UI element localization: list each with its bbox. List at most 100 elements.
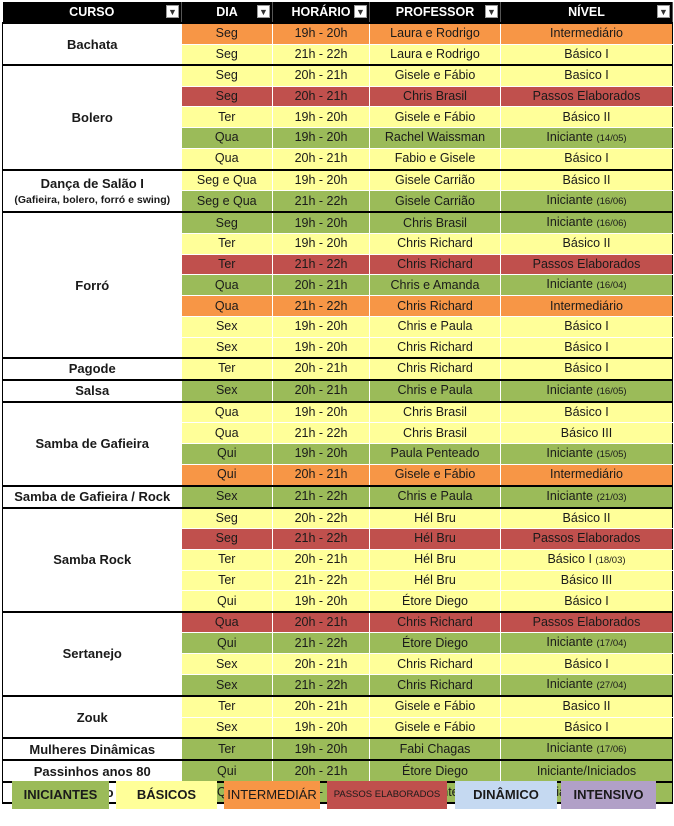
table-row: Bolero Seg 20h - 21h Gisele e Fábio Basico I	[2, 64, 673, 171]
dia-cell: Sex	[181, 378, 273, 403]
dia-value: Seg	[215, 531, 238, 546]
table-row: Zouk Ter 20h - 21h Gisele e Fábio Basico II	[2, 695, 673, 740]
professor-cell: Chris Richard	[369, 337, 501, 360]
horario-cell: 19h - 20h	[272, 211, 370, 235]
nivel-value: Passos Elaborados	[532, 615, 641, 630]
professor-value: Chris e Paula	[397, 489, 473, 503]
dia-cell: Qua	[181, 422, 273, 444]
filter-dropdown-icon[interactable]: ▼	[657, 5, 670, 18]
filter-dropdown-icon[interactable]: ▼	[257, 5, 270, 18]
nivel-cell: Iniciante/Iniciados	[500, 759, 673, 783]
horario-cell: 19h - 20h	[272, 337, 370, 360]
schedule-body: Bachata Seg 19h - 20h Laura e Rodrigo Interm…	[2, 21, 673, 805]
professor-value: Hél Bru	[414, 552, 456, 567]
horario-cell: 20h - 21h	[272, 378, 370, 403]
dia-value: Seg	[215, 89, 238, 104]
course-subtitle: (Gafieira, bolero, forró e swing)	[14, 194, 171, 207]
dia-cell: Seg	[181, 86, 273, 108]
dia-value: Qui	[217, 635, 237, 650]
nivel-value: Básico II	[562, 236, 611, 251]
professor-cell: Étore Diego	[369, 590, 501, 613]
dia-cell: Qui	[181, 443, 273, 465]
table-row: Pagode Ter 20h - 21h Chris Richard Básico I	[2, 357, 673, 381]
dia-cell: Seg	[181, 506, 273, 530]
professor-value: Chris Brasil	[403, 405, 467, 420]
horario-value: 20h - 21h	[294, 615, 348, 630]
course-name-cell: Salsa	[2, 378, 182, 403]
nivel-cell: Básico I	[500, 357, 673, 381]
course-name: Pagode	[68, 361, 116, 377]
nivel-value: Basico I	[564, 68, 609, 83]
professor-value: Étore Diego	[401, 635, 468, 650]
horario-value: 19h - 20h	[294, 741, 348, 756]
horario-value: 20h - 21h	[294, 467, 348, 482]
professor-value: Chris Richard	[397, 677, 473, 692]
professor-cell: Chris e Amanda	[369, 274, 501, 297]
start-date: (18/03)	[595, 554, 626, 566]
dia-value: Sex	[215, 319, 238, 334]
nivel-value: Intermediário	[550, 26, 623, 41]
table-row: Sex 21h - 22h Chris Richard Iniciante (27/0…	[3, 674, 673, 698]
nivel-value: Básico I	[564, 151, 609, 166]
professor-cell: Chris e Paula	[369, 484, 501, 509]
dia-cell: Sex	[181, 653, 273, 676]
professor-cell: Gisele Carrião	[369, 168, 501, 192]
dia-cell: Seg e Qua	[181, 168, 273, 192]
nivel-cell: Basico II	[500, 695, 673, 718]
horario-value: 20h - 21h	[294, 656, 348, 671]
horario-cell: 19h - 20h	[272, 590, 370, 613]
course-name-cell: Zouk	[2, 695, 182, 740]
start-date: (16/06)	[596, 196, 627, 208]
legend-passos: PASSOS ELABORADOS	[327, 781, 447, 809]
professor-cell: Fabi Chagas	[369, 737, 501, 762]
professor-cell: Chris Richard	[369, 610, 501, 634]
table-row: Qui 19h - 20h Étore Diego Básico I	[3, 590, 673, 613]
nivel-cell: Básico II	[500, 233, 673, 255]
horario-value: 20h - 21h	[294, 361, 348, 376]
nivel-value: Intermediário	[550, 467, 623, 482]
nivel-value: Básico I	[564, 593, 609, 608]
nivel-value: Iniciante	[546, 635, 593, 650]
professor-cell: Chris Richard	[369, 295, 501, 317]
horario-cell: 19h - 20h	[272, 316, 370, 338]
nivel-value: Iniciante/Iniciados	[536, 763, 637, 778]
table-row: Qua 20h - 21h Chris e Amanda Iniciante (16/…	[3, 274, 673, 297]
start-date: (14/05)	[596, 132, 627, 144]
horario-cell: 19h - 20h	[272, 233, 370, 255]
dia-cell: Sex	[181, 337, 273, 360]
dia-cell: Seg	[181, 211, 273, 235]
professor-cell: Chris Richard	[369, 254, 501, 276]
professor-value: Gisele e Fábio	[394, 68, 476, 83]
horario-cell: 21h - 22h	[272, 422, 370, 444]
table-row: Passinhos anos 80 Qui 20h - 21h Étore Diego…	[2, 759, 673, 783]
nivel-value: Iniciante	[546, 277, 593, 292]
horario-cell: 21h - 22h	[272, 484, 370, 509]
nivel-cell: Iniciante (15/05)	[500, 443, 673, 465]
horario-value: 21h - 22h	[294, 257, 348, 272]
filter-dropdown-icon[interactable]: ▼	[485, 5, 498, 18]
nivel-cell: Básico I	[500, 337, 673, 360]
course-name: Samba de Gafieira	[35, 436, 149, 452]
nivel-cell: Intermediário	[500, 295, 673, 317]
horario-cell: 20h - 21h	[272, 653, 370, 676]
nivel-value: Básico I	[564, 361, 609, 376]
dia-value: Qui	[217, 446, 237, 461]
nivel-cell: Básico I	[500, 590, 673, 613]
nivel-value: Iniciante	[546, 193, 593, 208]
nivel-cell: Iniciante (14/05)	[500, 127, 673, 149]
table-row: Seg e Qua 21h - 22h Gisele Carrião Iniciant…	[3, 190, 673, 214]
professor-cell: Chris Brasil	[369, 86, 501, 108]
dia-value: Ter	[218, 361, 236, 376]
dia-value: Qui	[217, 467, 237, 482]
professor-value: Chris Richard	[397, 656, 473, 671]
professor-value: Chris e Paula	[397, 319, 473, 334]
nivel-cell: Básico I	[500, 717, 673, 740]
nivel-cell: Iniciante (21/03)	[500, 484, 673, 509]
filter-dropdown-icon[interactable]: ▼	[166, 5, 179, 18]
filter-dropdown-icon[interactable]: ▼	[354, 5, 367, 18]
professor-cell: Hél Bru	[369, 506, 501, 530]
course-name: Sertanejo	[62, 646, 122, 662]
horario-value: 19h - 20h	[294, 130, 348, 145]
nivel-value: Básico I	[547, 551, 592, 566]
dia-value: Qua	[214, 151, 239, 166]
